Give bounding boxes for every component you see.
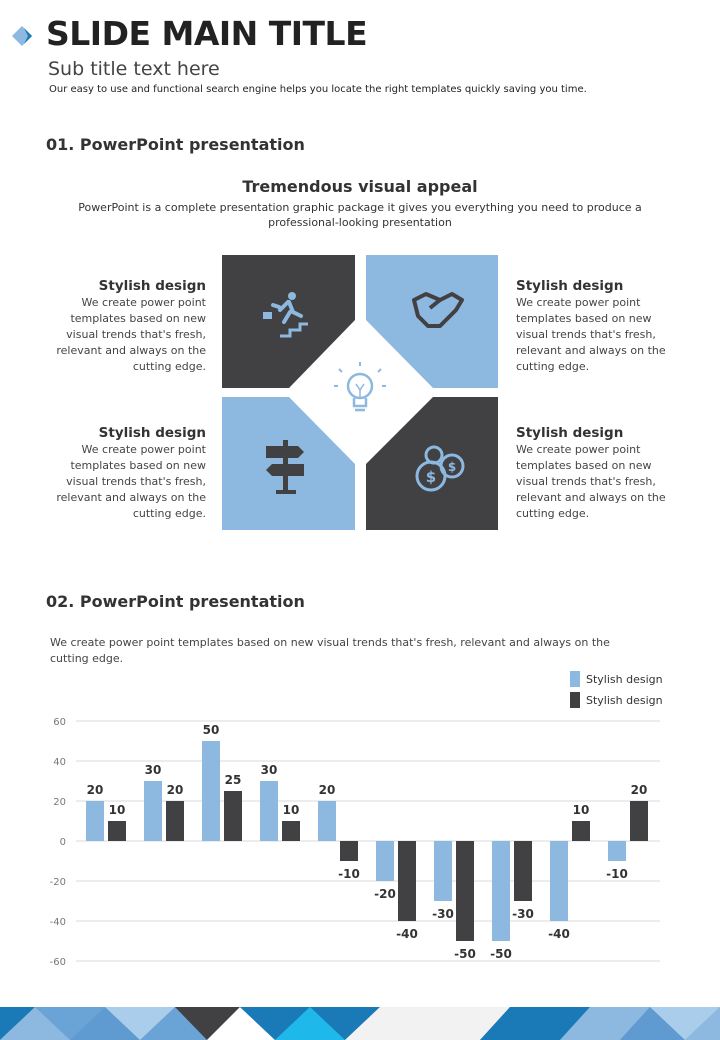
feature-text: We create power point templates based on… (516, 443, 666, 520)
section1-heading: 01. PowerPoint presentation (46, 135, 305, 154)
bar (630, 801, 648, 841)
y-tick-label: -60 (50, 957, 66, 968)
feature-text: We create power point templates based on… (516, 296, 666, 373)
feature-bottom-right: Stylish design We create power point temp… (516, 425, 676, 522)
y-tick-label: -20 (50, 877, 66, 888)
data-label: 30 (261, 763, 278, 777)
legend-swatch (570, 671, 580, 687)
data-label: -50 (454, 947, 476, 961)
page-subtitle: Sub title text here (48, 58, 220, 80)
bar (398, 841, 416, 921)
data-label: 30 (145, 763, 162, 777)
bar (608, 841, 626, 861)
data-label: -20 (374, 887, 396, 901)
legend-item-2: Stylish design (570, 692, 663, 708)
bar (572, 821, 590, 841)
bar (514, 841, 532, 901)
data-label: 20 (87, 783, 104, 797)
section2-heading: 02. PowerPoint presentation (46, 592, 305, 611)
bar (144, 781, 162, 841)
y-tick-label: 0 (60, 837, 66, 848)
data-label: 10 (109, 803, 126, 817)
handshake-icon (412, 292, 464, 328)
bar (550, 841, 568, 921)
legend-item-1: Stylish design (570, 671, 663, 687)
tile-top-left (222, 255, 355, 388)
coins-icon: $ $ (415, 445, 465, 492)
legend-swatch (570, 692, 580, 708)
feature-title: Stylish design (98, 425, 206, 441)
page-description: Our easy to use and functional search en… (49, 84, 587, 95)
feature-top-left: Stylish design We create power point temp… (46, 278, 206, 375)
svg-text:$: $ (426, 468, 436, 486)
data-label: 20 (319, 783, 336, 797)
data-label: -40 (548, 927, 570, 941)
page-title: SLIDE MAIN TITLE (46, 14, 368, 53)
data-label: 20 (631, 783, 648, 797)
feature-bottom-left: Stylish design We create power point temp… (46, 425, 206, 522)
data-label: -10 (606, 867, 628, 881)
section1-title: Tremendous visual appeal (242, 177, 478, 196)
bar (108, 821, 126, 841)
section2-text: We create power point templates based on… (50, 636, 610, 665)
bar (456, 841, 474, 941)
bar (202, 741, 220, 841)
data-label: -40 (396, 927, 418, 941)
tile-bottom-left (222, 397, 355, 530)
legend-label: Stylish design (586, 672, 663, 686)
feature-text: We create power point templates based on… (56, 443, 206, 520)
bar (376, 841, 394, 881)
data-label: 20 (167, 783, 184, 797)
section1-text: PowerPoint is a complete presentation gr… (78, 201, 642, 229)
y-tick-label: 20 (53, 797, 66, 808)
feature-title: Stylish design (516, 278, 624, 294)
feature-top-right: Stylish design We create power point temp… (516, 278, 676, 375)
data-label: -50 (490, 947, 512, 961)
data-label: -10 (338, 867, 360, 881)
feature-diagram: $ $ (222, 255, 498, 530)
y-tick-label: -40 (50, 917, 66, 928)
bar-chart: 60 40 20 0 -20 -40 -60 20 30 50 30 20 -20 -30 -50 -40 -1… (50, 717, 660, 968)
bar (86, 801, 104, 841)
signpost-icon (266, 440, 304, 494)
bar (318, 801, 336, 841)
data-label: 10 (283, 803, 300, 817)
footer-decoration (0, 1007, 720, 1040)
bar (340, 841, 358, 861)
bar (166, 801, 184, 841)
feature-title: Stylish design (98, 278, 206, 294)
y-tick-label: 60 (53, 717, 66, 728)
bar (224, 791, 242, 841)
tile-top-right (366, 255, 498, 388)
data-label: -30 (512, 907, 534, 921)
bar (282, 821, 300, 841)
bar (434, 841, 452, 901)
legend-label: Stylish design (586, 693, 663, 707)
svg-text:$: $ (448, 460, 456, 474)
data-label: -30 (432, 907, 454, 921)
data-label: 10 (573, 803, 590, 817)
bar (260, 781, 278, 841)
feature-title: Stylish design (516, 425, 624, 441)
running-up-stairs-icon (263, 292, 308, 338)
title-diamond-icon (12, 26, 32, 46)
data-label: 50 (203, 723, 220, 737)
lightbulb-icon (334, 362, 386, 412)
bar (492, 841, 510, 941)
y-tick-label: 40 (53, 757, 66, 768)
feature-text: We create power point templates based on… (56, 296, 206, 373)
data-label: 25 (225, 773, 242, 787)
